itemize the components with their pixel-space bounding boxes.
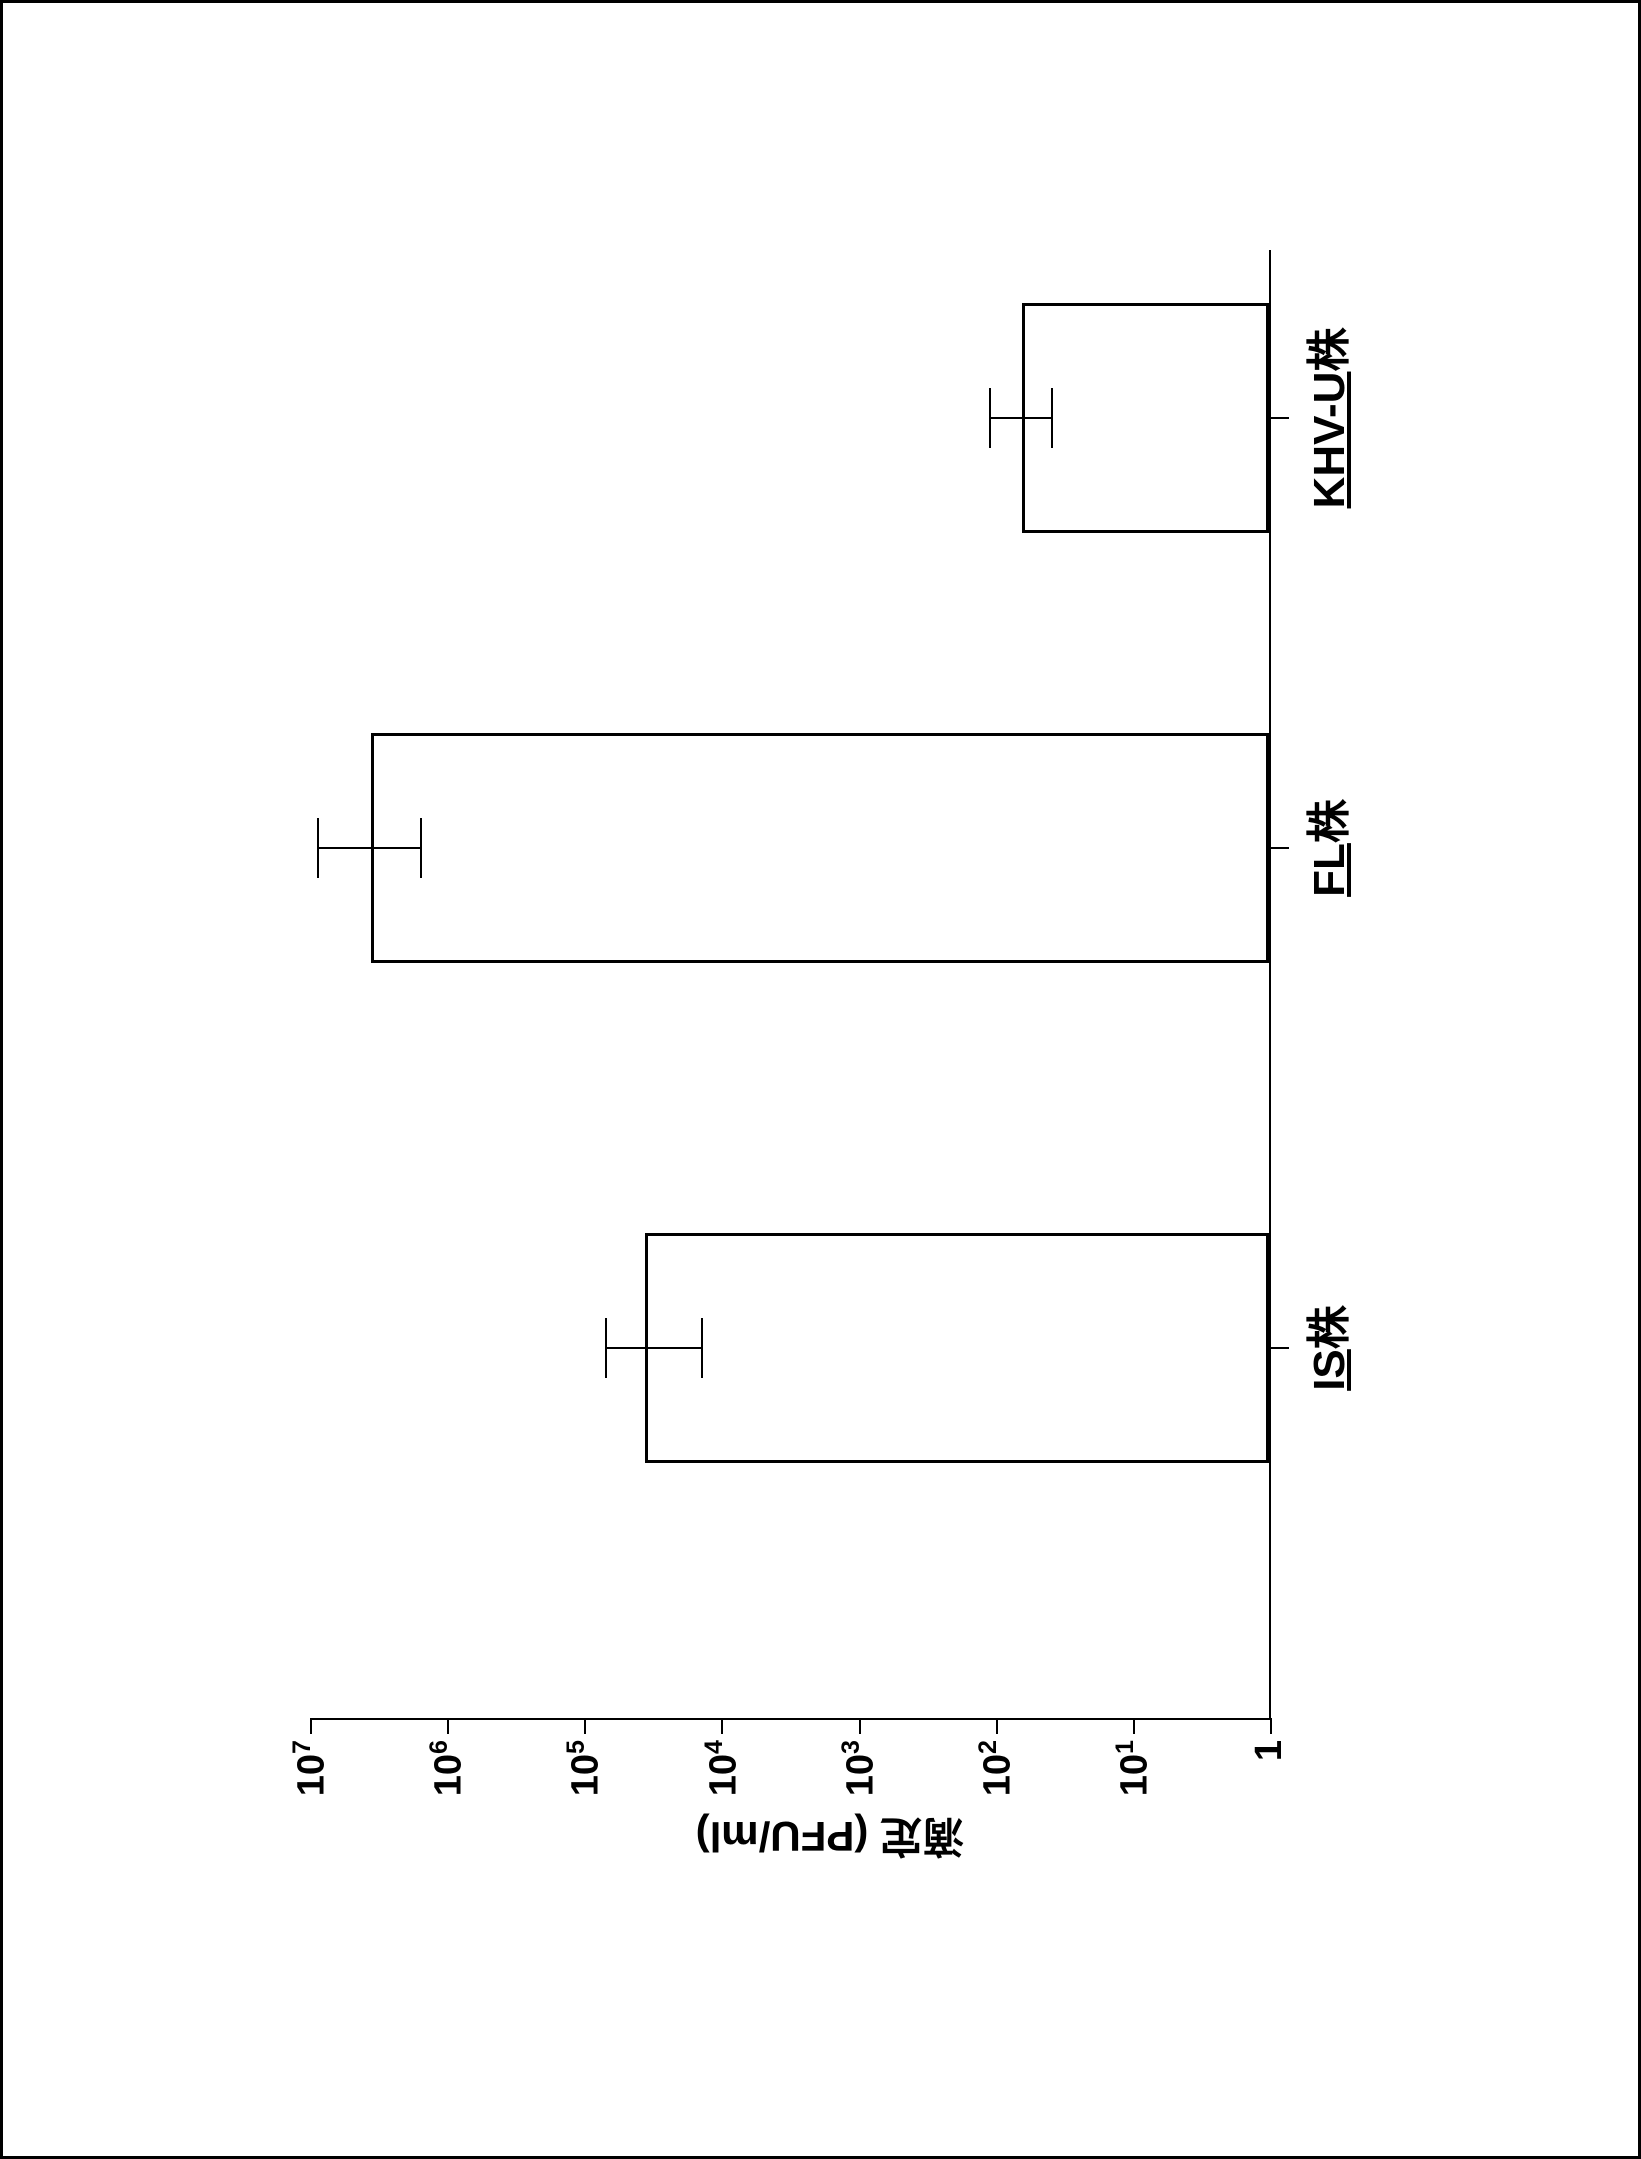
error-cap-is-top bbox=[604, 1318, 606, 1378]
error-cap-fl-bottom bbox=[419, 818, 421, 878]
bar-is bbox=[645, 1233, 1269, 1463]
x-label-fl: FL株 bbox=[1293, 799, 1357, 897]
error-bar-fl bbox=[317, 847, 420, 849]
y-tick-label: 104 bbox=[699, 1740, 745, 1796]
x-label-khvu: KHV-U株 bbox=[1293, 327, 1357, 508]
chart-rotation-wrapper: 1101102103104105106107IS株FL株KHV-U株 滴定 (P… bbox=[271, 200, 1371, 1960]
y-tick-label: 1 bbox=[1248, 1740, 1291, 1761]
y-tick-mark bbox=[858, 1718, 860, 1734]
y-tick-mark bbox=[995, 1718, 997, 1734]
y-tick-mark bbox=[1132, 1718, 1134, 1734]
y-tick-mark bbox=[584, 1718, 586, 1734]
y-axis-label: 滴定 (PFU/ml) bbox=[695, 1809, 963, 1870]
error-cap-fl-top bbox=[316, 818, 318, 878]
bar-khvu bbox=[1022, 303, 1269, 533]
x-tick-mark-is bbox=[1271, 1347, 1289, 1349]
y-tick-label: 106 bbox=[425, 1740, 471, 1796]
x-tick-mark-khvu bbox=[1271, 417, 1289, 419]
y-tick-label: 103 bbox=[836, 1740, 882, 1796]
y-tick-label: 105 bbox=[562, 1740, 608, 1796]
error-cap-is-bottom bbox=[700, 1318, 702, 1378]
y-tick-mark bbox=[447, 1718, 449, 1734]
plot-area: 1101102103104105106107IS株FL株KHV-U株 bbox=[311, 250, 1271, 1720]
y-tick-label: 107 bbox=[288, 1740, 334, 1796]
x-label-is: IS株 bbox=[1293, 1305, 1357, 1391]
y-tick-mark bbox=[1270, 1718, 1272, 1734]
page-frame: 1101102103104105106107IS株FL株KHV-U株 滴定 (P… bbox=[0, 0, 1641, 2159]
error-bar-khvu bbox=[989, 417, 1051, 419]
error-bar-is bbox=[605, 1347, 701, 1349]
y-tick-mark bbox=[721, 1718, 723, 1734]
error-cap-khvu-top bbox=[988, 388, 990, 448]
y-tick-label: 101 bbox=[1111, 1740, 1157, 1796]
bar-chart: 1101102103104105106107IS株FL株KHV-U株 滴定 (P… bbox=[271, 200, 1371, 1960]
y-tick-mark bbox=[310, 1718, 312, 1734]
error-cap-khvu-bottom bbox=[1050, 388, 1052, 448]
bar-fl bbox=[370, 733, 1268, 963]
x-tick-mark-fl bbox=[1271, 847, 1289, 849]
y-tick-label: 102 bbox=[973, 1740, 1019, 1796]
